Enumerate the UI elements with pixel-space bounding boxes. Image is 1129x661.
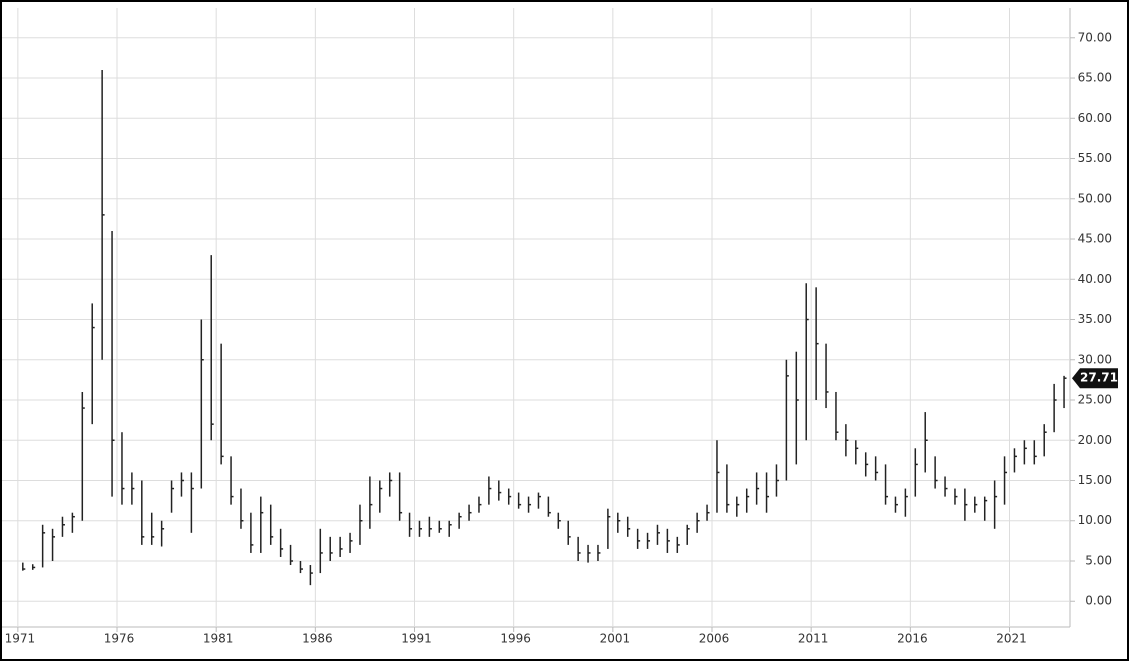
x-tick-label: 1986 bbox=[302, 632, 333, 646]
y-tick-label: 15.00 bbox=[1078, 473, 1112, 487]
y-tick-label: 25.00 bbox=[1078, 393, 1112, 407]
y-tick-label: 0.00 bbox=[1085, 594, 1112, 608]
price-tag-label: 27.71 bbox=[1080, 371, 1118, 385]
x-tick-label: 1976 bbox=[104, 632, 135, 646]
x-tick-label: 1991 bbox=[401, 632, 432, 646]
y-tick-label: 20.00 bbox=[1078, 433, 1112, 447]
y-tick-label: 35.00 bbox=[1078, 312, 1112, 326]
x-tick-label: 1996 bbox=[500, 632, 531, 646]
price-tag bbox=[1072, 368, 1118, 389]
y-tick-label: 10.00 bbox=[1078, 513, 1112, 527]
x-tick-label: 2011 bbox=[798, 632, 829, 646]
y-tick-label: 5.00 bbox=[1085, 553, 1112, 567]
x-tick-label: 2016 bbox=[897, 632, 928, 646]
y-tick-label: 55.00 bbox=[1078, 151, 1112, 165]
y-tick-label: 60.00 bbox=[1078, 111, 1112, 125]
x-tick-label: 2021 bbox=[996, 632, 1027, 646]
y-tick-label: 65.00 bbox=[1078, 71, 1112, 85]
x-tick-label: 2006 bbox=[699, 632, 730, 646]
x-tick-label: 2001 bbox=[600, 632, 631, 646]
y-tick-label: 45.00 bbox=[1078, 232, 1112, 246]
x-tick-label: 1971 bbox=[5, 632, 36, 646]
y-tick-label: 70.00 bbox=[1078, 30, 1112, 44]
y-tick-label: 50.00 bbox=[1078, 191, 1112, 205]
y-tick-label: 40.00 bbox=[1078, 272, 1112, 286]
y-tick-label: 30.00 bbox=[1078, 352, 1112, 366]
x-tick-label: 1981 bbox=[203, 632, 234, 646]
